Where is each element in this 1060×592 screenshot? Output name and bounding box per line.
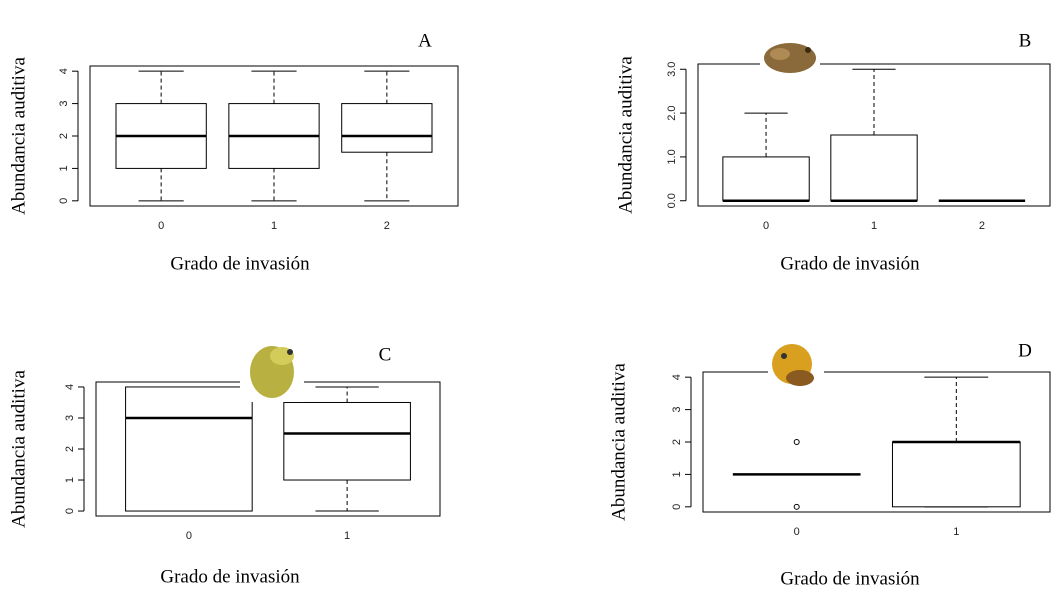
- panel-label: B: [1019, 30, 1032, 51]
- x-axis-title: Grado de invasión: [780, 568, 920, 589]
- x-tick-label: 0: [763, 220, 769, 232]
- box: [830, 134, 918, 202]
- outlier: [793, 439, 800, 445]
- y-tick-label: 2: [671, 439, 683, 445]
- x-axis-title: Grado de invasión: [170, 253, 310, 274]
- y-tick-label: 2: [58, 133, 70, 139]
- x-axis-title: Grado de invasión: [780, 253, 920, 274]
- box: [125, 386, 253, 512]
- frog-illustrations: [240, 36, 824, 402]
- x-tick-label: 1: [953, 526, 959, 538]
- x-tick-label: 1: [271, 220, 277, 232]
- box: [722, 156, 810, 202]
- y-tick-label: 1: [64, 477, 76, 483]
- y-tick-label: 4: [58, 68, 70, 74]
- x-tick-label: 2: [384, 220, 390, 232]
- y-tick-label: 3: [58, 101, 70, 107]
- x-tick-label: 2: [979, 220, 985, 232]
- y-axis-title: Abundancia auditiva: [8, 370, 29, 528]
- y-tick-label: 0: [58, 198, 70, 204]
- x-tick-label: 1: [871, 220, 877, 232]
- y-axis-title: Abundancia auditiva: [608, 363, 629, 521]
- y-tick-label: 2: [64, 446, 76, 452]
- outlier: [793, 503, 800, 510]
- plot-frame: [89, 65, 459, 207]
- y-axis-title: Abundancia auditiva: [615, 56, 636, 214]
- y-axis-title: Abundancia auditiva: [8, 57, 29, 215]
- plot-frame: [702, 371, 1051, 513]
- y-tick-label: 1.0: [666, 149, 678, 164]
- x-axis-title: Grado de invasión: [160, 566, 300, 587]
- frog-d: [768, 340, 824, 396]
- box: [283, 401, 411, 481]
- y-tick-label: 4: [671, 374, 683, 380]
- frog-c: [240, 338, 304, 402]
- x-tick-label: 0: [186, 530, 192, 542]
- plot-frame: [697, 63, 1051, 207]
- y-tick-label: 0: [671, 504, 683, 510]
- y-tick-label: 4: [64, 384, 76, 390]
- y-tick-label: 3: [64, 415, 76, 421]
- panel-label: A: [418, 30, 432, 51]
- y-tick-label: 1: [58, 165, 70, 171]
- x-tick-label: 0: [158, 220, 164, 232]
- y-tick-label: 0.0: [666, 193, 678, 208]
- box: [891, 441, 1021, 508]
- y-tick-label: 0: [64, 508, 76, 514]
- y-tick-label: 3.0: [666, 62, 678, 77]
- y-tick-label: 3: [671, 407, 683, 413]
- frog-b: [760, 36, 820, 78]
- box: [341, 103, 433, 153]
- y-tick-label: 2.0: [666, 105, 678, 120]
- panel-label: D: [1018, 340, 1032, 361]
- panel-label: C: [379, 344, 392, 365]
- x-tick-label: 1: [344, 530, 350, 542]
- y-tick-label: 1: [671, 471, 683, 477]
- x-tick-label: 0: [794, 526, 800, 538]
